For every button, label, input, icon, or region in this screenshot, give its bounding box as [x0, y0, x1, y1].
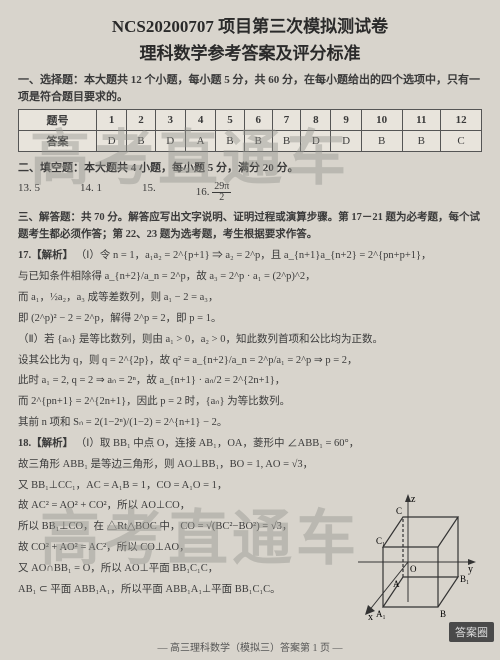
label-O: O [410, 564, 417, 574]
p17-line-7: 而 2^{pn+1} = 2^{2n+1}，因此 p = 2 时，{aₙ} 为等… [18, 393, 482, 411]
col-7: 7 [272, 110, 300, 131]
p17-line-5: 设其公比为 q，则 q = 2^{2p}，故 q² = a_{n+2}/a_n … [18, 352, 482, 370]
ans-3: D [155, 131, 185, 152]
ans-2: B [127, 131, 155, 152]
col-12: 12 [441, 110, 482, 131]
corner-badge: 答案圈 [449, 622, 494, 642]
fill-blank-row: 13. 5 14. 1 15. 16. 29π2 [18, 182, 482, 203]
p18-line-3: 故 AC² = AO² + CO²，所以 AO⊥CO， [18, 497, 338, 515]
p18-line-4: 所以 BB₁⊥CO，在 △Rt△BOC 中，CO = √(BC²−BO²) = … [18, 518, 338, 536]
problem-18-label: 18.【解析】 [18, 438, 73, 449]
col-2: 2 [127, 110, 155, 131]
p17-line-4: （Ⅱ）若 {aₙ} 是等比数列，则由 a₁ > 0，a₂ > 0，知此数列首项和… [18, 331, 482, 349]
p18-line-0: （Ⅰ）取 BB₁ 中点 O，连接 AB₁，OA，菱形中 ∠ABB₁ = 60°， [76, 438, 360, 449]
answer-table: 题号 1 2 3 4 5 6 7 8 9 10 11 12 答案 D B D A… [18, 109, 482, 152]
p18-line-6: 又 AO∩BB₁ = O，所以 AO⊥平面 BB₁C₁C， [18, 560, 338, 578]
label-B1: B₁ [460, 574, 469, 584]
ans-11: B [402, 131, 441, 152]
p18-line-5: 故 CO² + AO² = AC²，所以 CO⊥AO， [18, 539, 338, 557]
fill-13: 13. 5 [18, 182, 40, 203]
ans-4: A [185, 131, 215, 152]
ans-6: B [244, 131, 272, 152]
geometry-diagram: z y x A₁ B B₁ C₁ C A O [338, 492, 478, 622]
page-footer: — 高三理科数学（模拟三）答案第 1 页 — [0, 639, 500, 654]
row-label-q: 题号 [19, 110, 97, 131]
p18-line-2: 又 BB₁⊥CC₁，AC = A₁B = 1，CO = A₁O = 1， [18, 477, 338, 495]
label-C: C [396, 506, 402, 516]
col-3: 3 [155, 110, 185, 131]
p18-line-7: AB₁ ⊂ 平面 ABB₁A₁，所以平面 ABB₁A₁⊥平面 BB₁C₁C。 [18, 581, 338, 599]
fill-14: 14. 1 [80, 182, 102, 203]
p17-line-1: 与已知条件相除得 a_{n+2}/a_n = 2^p，故 a₃ = 2^p · … [18, 268, 482, 286]
p17-line-8: 其前 n 项和 Sₙ = 2(1−2ⁿ)/(1−2) = 2^{n+1} − 2… [18, 414, 482, 432]
answer-table-answer-row: 答案 D B D A B B B D D B B C [19, 131, 482, 152]
p17-line-2: 而 a₁，½a₂，a₃ 成等差数列，则 a₁ − 2 = a₃， [18, 289, 482, 307]
ans-1: D [96, 131, 126, 152]
col-4: 4 [185, 110, 215, 131]
col-9: 9 [331, 110, 361, 131]
answer-table-head-row: 题号 1 2 3 4 5 6 7 8 9 10 11 12 [19, 110, 482, 131]
row-label-a: 答案 [19, 131, 97, 152]
ans-10: B [361, 131, 402, 152]
section2-heading: 二、填空题：本大题共 4 小题，每小题 5 分，满分 20 分。 [18, 160, 482, 178]
fill-16: 16. 29π2 [196, 182, 232, 203]
ans-9: D [331, 131, 361, 152]
problem-18: 18.【解析】 （Ⅰ）取 BB₁ 中点 O，连接 AB₁，OA，菱形中 ∠ABB… [18, 435, 482, 453]
problem-17-label: 17.【解析】 [18, 250, 73, 261]
ans-8: D [301, 131, 331, 152]
fill-15: 15. [142, 182, 156, 203]
col-6: 6 [244, 110, 272, 131]
label-A: A [393, 579, 400, 589]
axis-x-label: x [368, 612, 373, 622]
section1-heading: 一、选择题：本大题共 12 个小题，每小题 5 分，共 60 分，在每小题给出的… [18, 72, 482, 105]
col-11: 11 [402, 110, 441, 131]
label-B: B [440, 609, 446, 619]
col-8: 8 [301, 110, 331, 131]
title-sub: 理科数学参考答案及评分标准 [18, 39, 482, 64]
p17-line-0: （Ⅰ）令 n = 1，a₁a₂ = 2^{p+1} ⇒ a₂ = 2^p，且 a… [76, 250, 432, 261]
ans-7: B [272, 131, 300, 152]
p17-line-6: 此时 a₁ = 2, q = 2 ⇒ aₙ = 2ⁿ，故 a_{n+1} · a… [18, 372, 482, 390]
p17-line-3: 即 (2^p)² − 2 = 2^p，解得 2^p = 2，即 p = 1。 [18, 310, 482, 328]
axis-z-label: z [411, 494, 416, 505]
section3-heading: 三、解答题：共 70 分。解答应写出文字说明、证明过程或演算步骤。第 17－21… [18, 209, 482, 245]
title-main: NCS20200707 项目第三次模拟测试卷 [18, 12, 482, 37]
col-1: 1 [96, 110, 126, 131]
p18-line-1: 故三角形 ABB₁ 是等边三角形，则 AO⊥BB₁，BO = 1, AO = √… [18, 456, 338, 474]
problem-17: 17.【解析】 （Ⅰ）令 n = 1，a₁a₂ = 2^{p+1} ⇒ a₂ =… [18, 247, 482, 265]
label-A1: A₁ [376, 609, 386, 619]
col-5: 5 [216, 110, 244, 131]
label-C1: C₁ [376, 536, 385, 546]
ans-5: B [216, 131, 244, 152]
ans-12: C [441, 131, 482, 152]
col-10: 10 [361, 110, 402, 131]
